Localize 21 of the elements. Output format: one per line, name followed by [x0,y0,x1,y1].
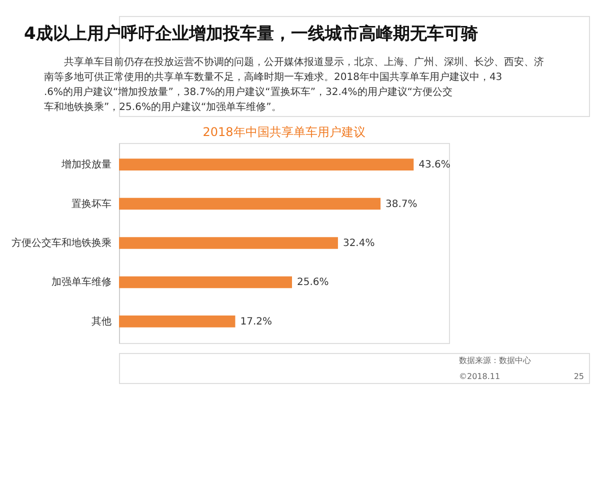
y-tick-label: 其他 [92,315,112,328]
bar [119,198,381,210]
chart-title: 2018年中国共享单车用户建议 [202,125,366,139]
bar [119,158,414,170]
data-label: 38.7% [386,198,418,210]
y-tick-label: 增加投放量 [60,158,112,171]
text: 25 [574,372,584,381]
source-note: 数据来源：数据中心 [459,356,531,365]
bar [119,316,236,328]
text: 4成以上用户呼吁企业增加投车量，一线城市高峰期无车可骑 [24,24,478,44]
y-tick-label: 置换坏车 [72,198,112,210]
text: ©2018.11 [459,372,500,381]
bar [119,237,338,249]
data-label: 25.6% [297,277,329,288]
data-label: 17.2% [240,316,272,328]
bar [119,276,292,288]
data-label: 43.6% [418,160,450,171]
y-tick-label: 方便公交车和地铁换乘 [12,237,112,249]
y-tick-label: 加强单车维修 [52,276,112,288]
data-label: 32.4% [342,238,375,249]
text: 共享单车目前仍存在投放运营不协调的问题，公开媒体报道显示，北京、上海、广州、深圳、长沙、西安、济南等多地可供正常使用的共享单车数量不足，高峰时期一车难求。2018年中国共享单车用户建议中，43.6%的用户建议“增加投放量”，38.7%的用户建议“置换坏车”，32.4%的用户建议“方便公交车和地铁换乘”，25.6%的用户建议“加强单车维修”。 [44,56,544,113]
